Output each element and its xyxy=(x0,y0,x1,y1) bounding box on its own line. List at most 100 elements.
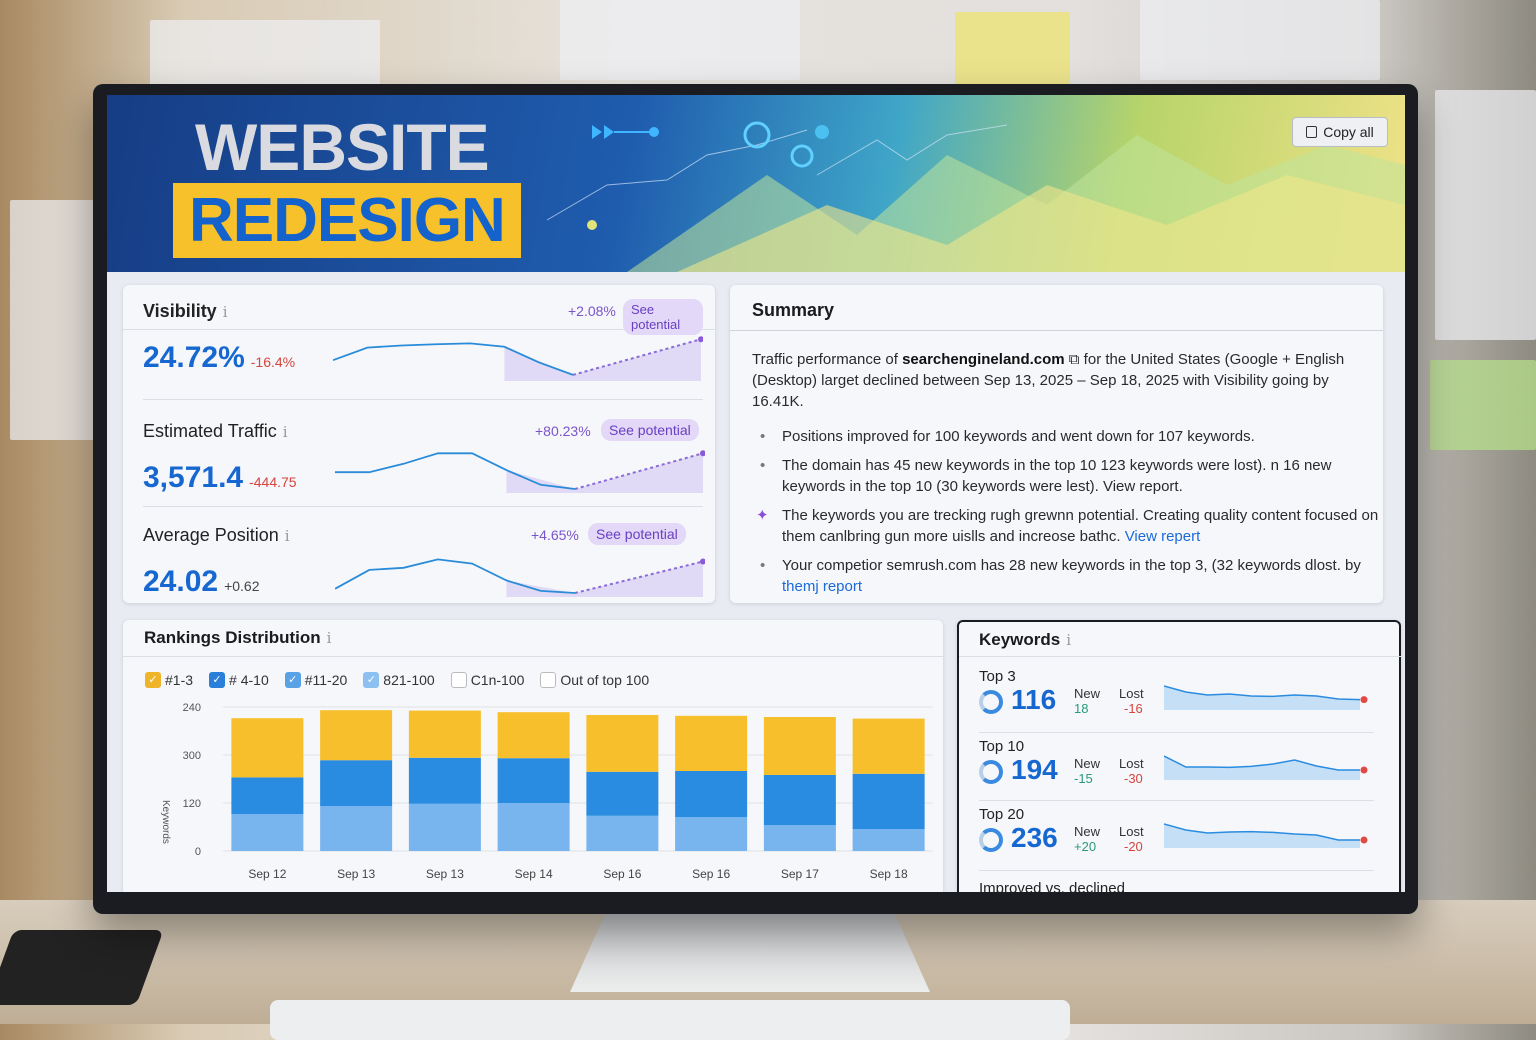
ring-icon xyxy=(979,760,1003,784)
bar-segment[interactable] xyxy=(497,712,570,759)
bar-segment[interactable] xyxy=(852,829,925,851)
summary-bullet: The domain has 45 new keywords in the to… xyxy=(752,455,1382,497)
new-label: New xyxy=(1074,686,1101,701)
bar-segment[interactable] xyxy=(675,771,748,817)
divider xyxy=(730,330,1383,331)
trend-line xyxy=(335,558,576,594)
metric-average-position: Average Position i 24.02 +0.62 +4.65% See … xyxy=(143,523,705,598)
legend-item[interactable]: C1n-100 xyxy=(450,672,524,688)
see-potential-button[interactable]: See potential xyxy=(623,299,703,335)
rankings-title: Rankings Distribution i xyxy=(144,628,332,647)
metric-name: Estimated Traffic i xyxy=(143,421,288,441)
legend-item[interactable]: Out of top 100 xyxy=(540,672,649,688)
info-icon[interactable]: i xyxy=(1066,631,1072,649)
metrics-card: Visibility i 24.72% -16.4% +2.08% See pote… xyxy=(123,285,715,603)
trend-line xyxy=(333,342,574,376)
divider xyxy=(959,656,1403,657)
sparkline-end-point xyxy=(1360,836,1368,844)
sparkline-area xyxy=(1164,824,1360,848)
trend-line xyxy=(335,452,576,490)
sparkline-line xyxy=(1164,685,1361,701)
y-tick-label: 300 xyxy=(183,750,201,762)
keywords-card: Keywords i Top 3 116 New 18 Lost -16 Top 1… xyxy=(957,620,1403,892)
bar-segment[interactable] xyxy=(852,773,925,829)
bar-segment[interactable] xyxy=(586,815,659,851)
banner-mountains-graphic xyxy=(627,135,1405,272)
bar-segment[interactable] xyxy=(497,803,570,851)
keyword-row[interactable]: Top 3 116 New 18 Lost -16 xyxy=(979,668,1379,716)
bar-segment[interactable] xyxy=(320,760,393,807)
report-link[interactable]: themj report xyxy=(782,578,863,595)
legend-checkbox[interactable]: ✓ xyxy=(284,672,301,688)
summary-card: Summary Traffic performance of searcheng… xyxy=(730,285,1383,603)
sparkline-line xyxy=(1164,755,1360,771)
projection-point xyxy=(700,558,705,565)
bar-segment[interactable] xyxy=(408,757,481,804)
divider xyxy=(979,800,1374,801)
sparkline-line xyxy=(1164,823,1360,841)
bar-segment[interactable] xyxy=(320,710,393,761)
external-link-icon[interactable]: ⧉ xyxy=(1068,351,1080,368)
legend-item[interactable]: ✓ #1-3 xyxy=(145,672,193,688)
potential-change: +80.23% xyxy=(535,423,591,439)
bar-segment[interactable] xyxy=(320,806,393,851)
bar-segment[interactable] xyxy=(586,771,659,816)
see-potential-button[interactable]: See potential xyxy=(588,523,686,545)
legend-label: # 4-10 xyxy=(229,672,269,688)
divider xyxy=(123,329,715,330)
info-icon[interactable]: i xyxy=(284,527,290,545)
monitor-stand xyxy=(570,912,930,992)
bar-segment[interactable] xyxy=(675,715,748,771)
bar-segment[interactable] xyxy=(231,777,304,815)
y-axis-label: Keywords xyxy=(160,800,171,844)
bar-segment[interactable] xyxy=(408,803,481,851)
new-value: 18 xyxy=(1074,701,1089,716)
view-report-link[interactable]: View repert xyxy=(1124,528,1201,545)
projection-point xyxy=(698,336,703,343)
domain-link[interactable]: searchengineland.com xyxy=(902,351,1065,368)
bar-segment[interactable] xyxy=(408,710,481,758)
bar-segment[interactable] xyxy=(231,814,304,851)
legend-checkbox[interactable] xyxy=(450,672,467,688)
keyword-row[interactable]: Top 10 194 New -15 Lost -30 xyxy=(979,738,1379,786)
lost-value: -20 xyxy=(1124,839,1143,854)
see-potential-button[interactable]: See potential xyxy=(601,419,699,441)
bar-segment[interactable] xyxy=(231,718,304,778)
info-icon[interactable]: i xyxy=(222,303,228,321)
legend-checkbox[interactable] xyxy=(540,672,557,688)
keyword-row[interactable]: Top 20 236 New +20 Lost -20 xyxy=(979,806,1379,854)
rankings-bar-chart: 0 120 300 240 Keywords Sep 12 Sep 13 Sep 13 Sep … xyxy=(160,702,933,881)
ring-icon xyxy=(979,690,1003,714)
metric-delta: -444.75 xyxy=(249,474,297,490)
summary-bullet: Your competior semrush.com has 28 new ke… xyxy=(752,555,1382,597)
legend-label: 821-100 xyxy=(383,672,435,688)
projection-line xyxy=(574,452,704,490)
legend-item[interactable]: ✓ 821-100 xyxy=(363,672,435,688)
bar-segment[interactable] xyxy=(586,715,659,772)
sparkline-end-point xyxy=(1360,766,1368,774)
x-tick-label: Sep 13 xyxy=(337,867,375,881)
copy-all-button[interactable]: Copy all xyxy=(1292,117,1388,147)
y-tick-label: 0 xyxy=(195,846,201,858)
metric-sparkline xyxy=(335,450,705,493)
lost-label: Lost xyxy=(1119,686,1144,701)
divider xyxy=(979,870,1374,871)
legend-checkbox[interactable]: ✓ xyxy=(209,672,226,688)
bar-segment[interactable] xyxy=(497,758,570,803)
bar-segment[interactable] xyxy=(763,717,836,775)
x-tick-label: Sep 17 xyxy=(781,867,819,881)
legend-checkbox[interactable]: ✓ xyxy=(363,672,380,688)
divider xyxy=(143,506,703,507)
bar-segment[interactable] xyxy=(763,775,836,825)
legend-checkbox[interactable]: ✓ xyxy=(145,672,161,688)
legend-item[interactable]: ✓ #11-20 xyxy=(284,672,347,688)
legend-item[interactable]: ✓ # 4-10 xyxy=(209,672,269,688)
x-tick-label: Sep 18 xyxy=(870,867,908,881)
summary-bullet-ai: The keywords you are trecking rugh grewn… xyxy=(752,505,1382,547)
bar-segment[interactable] xyxy=(675,817,748,851)
bar-segment[interactable] xyxy=(763,825,836,851)
bar-segment[interactable] xyxy=(852,718,925,774)
info-icon[interactable]: i xyxy=(282,423,288,441)
metric-name: Average Position i xyxy=(143,525,290,545)
info-icon[interactable]: i xyxy=(326,629,332,647)
